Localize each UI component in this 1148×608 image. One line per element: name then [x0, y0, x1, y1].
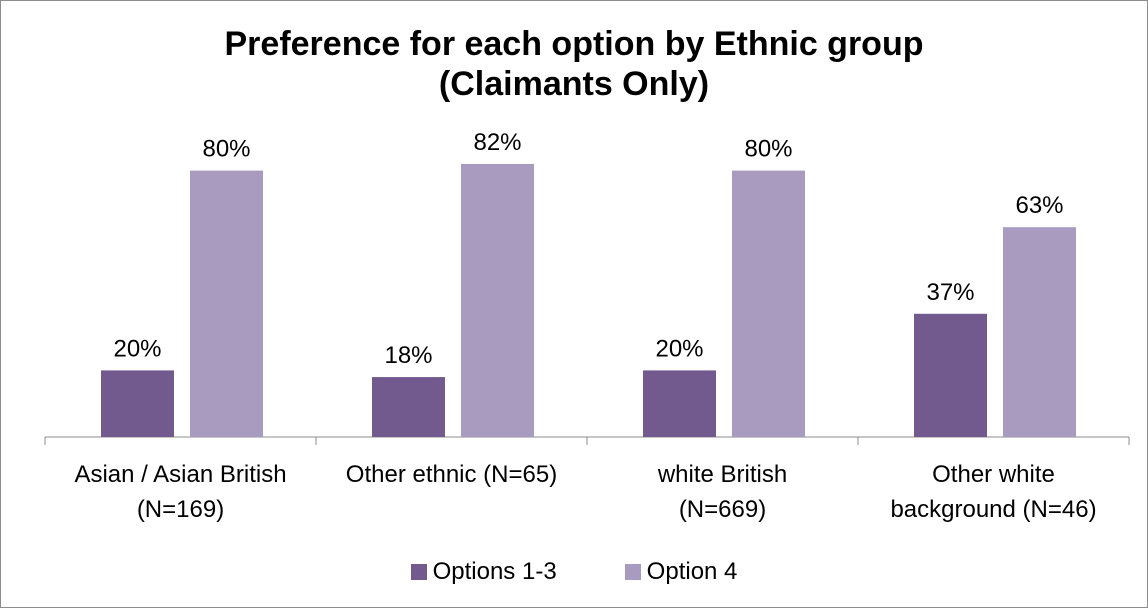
- data-label-options-1-3-1: 20%: [113, 335, 161, 362]
- category-label-3: white British (N=669): [657, 461, 787, 523]
- data-label-options-1-3-4: 37%: [926, 279, 974, 306]
- legend-label-options-1-3: Options 1-3: [432, 558, 557, 585]
- category-label-line: (N=669): [679, 496, 766, 523]
- category-label-2: Other ethnic (N=65): [346, 461, 557, 488]
- bar-options-1-3-1: [101, 370, 174, 437]
- category-label-line: (N=169): [137, 496, 224, 523]
- chart-title-line-1: Preference for each option by Ethnic gro…: [224, 25, 924, 63]
- legend-item-options-1-3: Options 1-3: [410, 558, 557, 586]
- category-label-4: Other white background (N=46): [890, 461, 1096, 523]
- legend: Options 1-3 Option 4: [0, 558, 1148, 586]
- data-label-option-4-1: 80%: [202, 136, 250, 163]
- chart-title-line-2: (Claimants Only): [438, 65, 710, 103]
- bar-options-1-3-3: [643, 370, 716, 437]
- category-label-line: Asian / Asian British: [74, 461, 286, 488]
- bar-option-4-2: [461, 163, 534, 437]
- data-label-option-4-4: 63%: [1015, 192, 1063, 219]
- bar-option-4-4: [1003, 227, 1076, 437]
- category-label-line: Other ethnic (N=65): [346, 461, 557, 488]
- bar-options-1-3-4: [914, 313, 987, 437]
- category-label-line: background (N=46): [890, 496, 1096, 523]
- data-label-option-4-2: 82%: [473, 129, 521, 156]
- data-label-options-1-3-3: 20%: [655, 335, 703, 362]
- category-label-1: Asian / Asian British (N=169): [74, 461, 286, 523]
- legend-item-option-4: Option 4: [624, 558, 738, 586]
- bar-option-4-1: [190, 170, 263, 437]
- legend-swatch-option-4: [624, 564, 641, 580]
- chart-title: Preference for each option by Ethnic gro…: [0, 24, 1148, 104]
- legend-swatch-options-1-3: [410, 564, 427, 580]
- bar-options-1-3-2: [372, 377, 445, 437]
- category-label-line: white British: [657, 461, 787, 488]
- data-label-options-1-3-2: 18%: [384, 342, 432, 369]
- category-label-line: Other white: [932, 461, 1055, 488]
- data-label-option-4-3: 80%: [744, 136, 792, 163]
- legend-label-option-4: Option 4: [646, 558, 738, 585]
- bar-option-4-3: [732, 170, 805, 437]
